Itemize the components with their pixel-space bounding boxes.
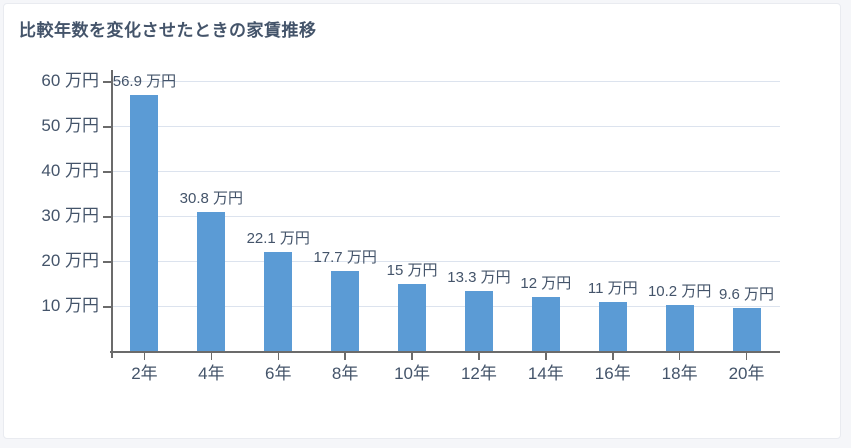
x-axis-label: 6年 xyxy=(265,364,292,383)
bar-value-label: 10.2 万円 xyxy=(647,283,712,301)
y-gridline xyxy=(111,306,780,307)
x-axis-label: 14年 xyxy=(527,364,564,383)
y-axis-tick xyxy=(103,171,111,173)
y-axis-label: 10 万円 xyxy=(41,296,99,315)
y-axis-tick xyxy=(103,216,111,218)
y-axis-line xyxy=(111,70,113,358)
x-axis-tick xyxy=(277,353,279,360)
bar-value-label: 56.9 万円 xyxy=(112,72,177,90)
x-axis-tick xyxy=(612,353,614,360)
bar xyxy=(665,305,694,351)
y-axis-label: 50 万円 xyxy=(41,116,99,135)
y-axis-tick xyxy=(103,306,111,308)
bar xyxy=(531,297,560,351)
x-axis-tick xyxy=(545,353,547,360)
bar xyxy=(598,301,627,351)
bar xyxy=(264,251,293,351)
x-axis-label: 16年 xyxy=(594,364,631,383)
y-axis-label: 40 万円 xyxy=(41,161,99,180)
y-axis-tick xyxy=(103,261,111,263)
bar xyxy=(331,271,360,351)
x-axis-label: 20年 xyxy=(728,364,765,383)
x-axis-tick xyxy=(344,353,346,360)
x-axis-label: 4年 xyxy=(198,364,225,383)
x-axis-line xyxy=(110,351,780,353)
bar-value-label: 13.3 万円 xyxy=(447,269,511,287)
y-gridline xyxy=(111,171,780,172)
x-axis-tick xyxy=(143,353,146,360)
bar-value-label: 12 万円 xyxy=(520,275,572,292)
x-axis-label: 18年 xyxy=(661,364,698,383)
bar-value-label: 22.1 万円 xyxy=(246,229,310,247)
bar-value-label: 11 万円 xyxy=(587,279,638,297)
y-axis-tick xyxy=(103,126,111,128)
y-axis-label: 30 万円 xyxy=(41,206,99,225)
chart-title: 比較年数を変化させたときの家賃推移 xyxy=(19,21,317,40)
y-axis-label: 60 万円 xyxy=(41,71,99,90)
x-axis-label: 12年 xyxy=(460,364,497,383)
x-axis-label: 2年 xyxy=(131,364,158,383)
bar xyxy=(197,212,226,351)
bar-value-label: 17.7 万円 xyxy=(313,249,377,267)
x-axis-tick xyxy=(745,353,748,360)
x-axis-label: 8年 xyxy=(331,364,359,383)
x-axis-tick xyxy=(478,353,480,360)
x-axis-tick xyxy=(210,353,213,360)
x-axis-tick xyxy=(411,353,413,360)
bar-chart: 10 万円 20 万円 30 万円 40 万円 50 万円 60 万円 56.9 万円 2年 3… xyxy=(4,4,842,440)
y-axis-label: 20 万円 xyxy=(41,251,99,270)
bar xyxy=(732,307,761,351)
bar xyxy=(464,291,493,351)
y-gridline xyxy=(111,216,780,217)
x-axis-label: 10年 xyxy=(394,364,430,383)
bar-value-label: 15 万円 xyxy=(386,261,438,279)
x-axis-tick xyxy=(678,353,681,360)
bar-value-label: 30.8 万円 xyxy=(179,190,244,208)
y-gridline xyxy=(111,261,780,262)
y-gridline xyxy=(111,81,780,82)
bar xyxy=(130,94,159,351)
chart-card: 比較年数を変化させたときの家賃推移 10 万円 20 万円 30 万円 40 万円 50… xyxy=(3,3,841,439)
bar xyxy=(398,283,427,351)
bar-value-label: 9.6 万円 xyxy=(719,285,775,303)
y-axis-tick xyxy=(103,81,111,83)
y-gridline xyxy=(111,126,780,127)
